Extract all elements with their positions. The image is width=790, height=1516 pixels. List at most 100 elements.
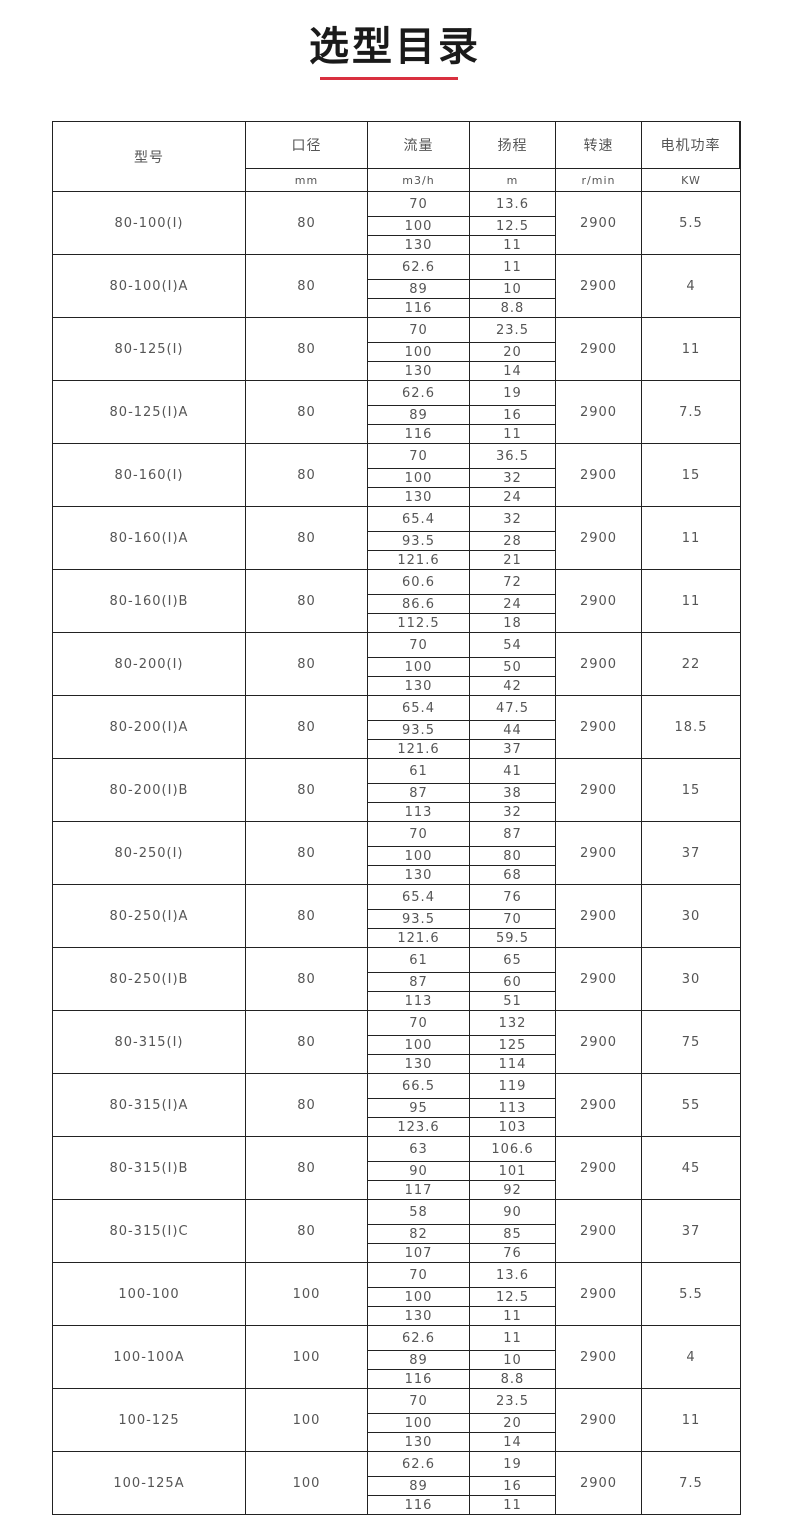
speed-cell: 2900 bbox=[556, 759, 642, 821]
unit-flow: m3/h bbox=[368, 168, 470, 191]
flow-value: 89 bbox=[368, 1351, 469, 1370]
power-cell: 22 bbox=[681, 656, 701, 672]
head-value: 20 bbox=[470, 1414, 555, 1433]
diameter-cell: 80 bbox=[246, 255, 368, 317]
power-cell: 55 bbox=[681, 1097, 701, 1113]
model-cell: 80-125(I) bbox=[53, 318, 246, 380]
head-value: 70 bbox=[470, 910, 555, 929]
speed-cell: 2900 bbox=[556, 1326, 642, 1388]
model-cell: 80-315(I)B bbox=[53, 1137, 246, 1199]
flow-value: 100 bbox=[368, 1036, 469, 1055]
flow-value: 130 bbox=[404, 363, 433, 379]
flow-value: 70 bbox=[368, 192, 469, 217]
speed-cell: 2900 bbox=[556, 1389, 642, 1451]
unit-head: m bbox=[470, 168, 556, 191]
diameter-cell: 80 bbox=[246, 192, 368, 254]
header-flow: 流量 bbox=[368, 122, 470, 168]
table-row: 80-160(I)A 80 65.4 93.5 121.6 32 28 21 2900 11 bbox=[53, 507, 740, 570]
head-value: 44 bbox=[470, 721, 555, 740]
flow-value: 65.4 bbox=[368, 507, 469, 532]
head-value: 8.8 bbox=[500, 300, 525, 316]
head-value: 106.6 bbox=[470, 1137, 555, 1162]
head-value: 125 bbox=[470, 1036, 555, 1055]
diameter-cell: 80 bbox=[246, 381, 368, 443]
table-row: 80-200(I)A 80 65.4 93.5 121.6 47.5 44 37 2900 18.… bbox=[53, 696, 740, 759]
flow-value: 86.6 bbox=[368, 595, 469, 614]
head-value: 68 bbox=[503, 867, 522, 883]
flow-value: 117 bbox=[404, 1182, 433, 1198]
flow-value: 130 bbox=[404, 1434, 433, 1450]
head-value: 16 bbox=[470, 1477, 555, 1496]
diameter-cell: 80 bbox=[246, 633, 368, 695]
flow-value: 61 bbox=[368, 759, 469, 784]
model-cell: 80-200(I)A bbox=[53, 696, 246, 758]
head-value: 16 bbox=[470, 406, 555, 425]
power-cell: 5.5 bbox=[679, 215, 703, 231]
model-cell: 80-250(I)A bbox=[53, 885, 246, 947]
flow-cell: 65.4 93.5 121.6 bbox=[368, 885, 470, 947]
table-row: 80-125(I) 80 70 100 130 23.5 20 14 2900 11 bbox=[53, 318, 740, 381]
head-value: 47.5 bbox=[470, 696, 555, 721]
flow-value: 100 bbox=[368, 1288, 469, 1307]
flow-cell: 70 100 130 bbox=[368, 822, 470, 884]
table-row: 100-125 100 70 100 130 23.5 20 14 2900 11 bbox=[53, 1389, 740, 1452]
flow-value: 58 bbox=[368, 1200, 469, 1225]
table-row: 80-315(I)B 80 63 90 117 106.6 101 92 2900 45 bbox=[53, 1137, 740, 1200]
head-value: 18 bbox=[503, 615, 522, 631]
flow-value: 121.6 bbox=[397, 741, 440, 757]
model-cell: 80-100(I)A bbox=[53, 255, 246, 317]
diameter-cell: 100 bbox=[246, 1326, 368, 1388]
table-row: 100-125A 100 62.6 89 116 19 16 11 2900 7.5 bbox=[53, 1452, 740, 1515]
flow-value: 70 bbox=[368, 822, 469, 847]
table-row: 80-250(I)A 80 65.4 93.5 121.6 76 70 59.5 2900 30 bbox=[53, 885, 740, 948]
diameter-cell: 80 bbox=[246, 1074, 368, 1136]
header-head: 扬程 bbox=[470, 122, 556, 168]
speed-cell: 2900 bbox=[556, 1074, 642, 1136]
head-cell: 23.5 20 14 bbox=[470, 318, 556, 380]
head-cell: 13.6 12.5 11 bbox=[470, 1263, 556, 1325]
head-value: 11 bbox=[503, 1308, 522, 1324]
speed-cell: 2900 bbox=[556, 696, 642, 758]
table-row: 80-250(I)B 80 61 87 113 65 60 51 2900 30 bbox=[53, 948, 740, 1011]
speed-cell: 2900 bbox=[556, 381, 642, 443]
table-header: 型号 口径 流量 扬程 转速 电机功率 mm m3/h m r/min KW bbox=[53, 122, 740, 192]
flow-cell: 65.4 93.5 121.6 bbox=[368, 696, 470, 758]
flow-value: 93.5 bbox=[368, 532, 469, 551]
head-value: 50 bbox=[470, 658, 555, 677]
head-value: 14 bbox=[503, 363, 522, 379]
flow-value: 66.5 bbox=[368, 1074, 469, 1099]
power-cell: 30 bbox=[681, 908, 701, 924]
head-value: 32 bbox=[503, 804, 522, 820]
diameter-cell: 80 bbox=[246, 1137, 368, 1199]
head-value: 37 bbox=[503, 741, 522, 757]
speed-cell: 2900 bbox=[556, 192, 642, 254]
head-value: 76 bbox=[503, 1245, 522, 1261]
table-row: 80-315(I) 80 70 100 130 132 125 114 2900 75 bbox=[53, 1011, 740, 1074]
model-cell: 80-160(I) bbox=[53, 444, 246, 506]
flow-value: 89 bbox=[368, 280, 469, 299]
table-row: 80-100(I) 80 70 100 130 13.6 12.5 11 2900 5.5 bbox=[53, 192, 740, 255]
flow-cell: 62.6 89 116 bbox=[368, 1326, 470, 1388]
power-cell: 11 bbox=[681, 530, 701, 546]
table-row: 100-100 100 70 100 130 13.6 12.5 11 2900 5.5 bbox=[53, 1263, 740, 1326]
flow-value: 113 bbox=[404, 993, 433, 1009]
head-cell: 41 38 32 bbox=[470, 759, 556, 821]
head-value: 20 bbox=[470, 343, 555, 362]
flow-value: 70 bbox=[368, 1263, 469, 1288]
speed-cell: 2900 bbox=[556, 255, 642, 317]
speed-cell: 2900 bbox=[556, 444, 642, 506]
header-diameter: 口径 bbox=[246, 122, 368, 168]
flow-cell: 70 100 130 bbox=[368, 444, 470, 506]
power-cell: 37 bbox=[681, 1223, 701, 1239]
flow-cell: 62.6 89 116 bbox=[368, 1452, 470, 1514]
flow-value: 100 bbox=[368, 658, 469, 677]
power-cell: 11 bbox=[681, 1412, 701, 1428]
flow-value: 87 bbox=[368, 784, 469, 803]
head-value: 59.5 bbox=[496, 930, 529, 946]
power-cell: 5.5 bbox=[679, 1286, 703, 1302]
flow-cell: 70 100 130 bbox=[368, 1389, 470, 1451]
flow-cell: 60.6 86.6 112.5 bbox=[368, 570, 470, 632]
flow-value: 130 bbox=[404, 867, 433, 883]
head-value: 19 bbox=[470, 381, 555, 406]
head-value: 80 bbox=[470, 847, 555, 866]
